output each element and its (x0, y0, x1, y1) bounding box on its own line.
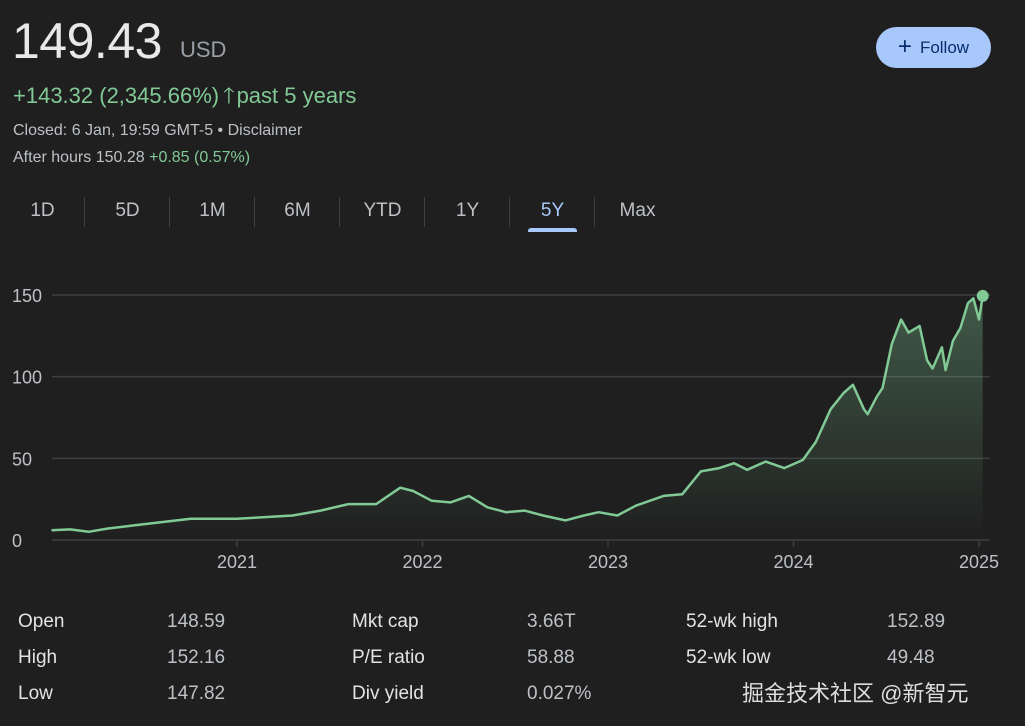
price-change: +143.32 (2,345.66%) 🡑past 5 years (13, 79, 356, 117)
stat-value-mkt-cap: 3.66T (527, 611, 576, 632)
stat-value-52wk-low: 49.48 (887, 647, 935, 668)
x-tick-label: 2025 (959, 552, 999, 572)
change-period: past 5 years (236, 83, 357, 108)
y-tick-label: 150 (12, 286, 42, 306)
stat-label-low: Low (18, 683, 53, 704)
tab-5y-label: 5Y (540, 200, 565, 221)
current-price: 149.43 (12, 13, 162, 69)
arrow-up-icon: 🡑 (223, 83, 235, 108)
price-line (51, 295, 984, 534)
tab-6m[interactable]: 6M (255, 192, 340, 232)
tab-5y[interactable]: 5Y (510, 192, 595, 232)
stat-label-high: High (18, 647, 58, 668)
tab-max[interactable]: Max (619, 200, 656, 221)
x-tick-label: 2021 (217, 552, 257, 572)
price-area (51, 295, 983, 540)
x-tick-label: 2023 (588, 552, 628, 572)
after-hours-change: +0.85 (0.57%) (149, 149, 251, 166)
tab-5d[interactable]: 5D (85, 192, 170, 232)
y-tick-label: 100 (12, 368, 42, 388)
range-tabs: 1D 5D 1M 6M YTD 1Y 5Y Max (0, 192, 680, 232)
stat-label-mkt-cap: Mkt cap (352, 611, 419, 632)
watermark: 掘金技术社区 @新智元 (742, 681, 969, 706)
x-tick-label: 2022 (402, 552, 442, 572)
tab-ytd[interactable]: YTD (340, 192, 425, 232)
last-price-dot (976, 289, 989, 302)
stat-label-52wk-high: 52-wk high (686, 611, 778, 632)
stat-value-open: 148.59 (167, 611, 226, 632)
stat-label-open: Open (18, 611, 65, 632)
y-tick-label: 0 (12, 531, 22, 551)
tab-1y[interactable]: 1Y (425, 192, 510, 232)
follow-label: Follow (919, 37, 970, 57)
after-hours: After hours 150.28 +0.85 (0.57%) (13, 149, 250, 167)
stat-value-high: 152.16 (167, 647, 226, 668)
active-tab-indicator (528, 228, 577, 232)
currency: USD (180, 37, 227, 62)
stat-value-low: 147.82 (167, 683, 226, 704)
tab-1d[interactable]: 1D (0, 192, 85, 232)
stat-label-div-yield: Div yield (352, 683, 424, 704)
change-value: +143.32 (2,345.66%) (13, 83, 220, 108)
price-chart[interactable]: 0 50 100 150 2021 2022 2023 2024 2025 (0, 0, 1025, 600)
after-hours-price: After hours 150.28 (13, 149, 145, 166)
stat-value-pe: 58.88 (527, 647, 575, 668)
stat-value-52wk-high: 152.89 (887, 611, 946, 632)
stat-label-52wk-low: 52-wk low (686, 647, 771, 668)
stat-value-div-yield: 0.027% (527, 683, 592, 704)
tab-1m[interactable]: 1M (170, 192, 255, 232)
stat-label-pe: P/E ratio (352, 647, 425, 668)
plus-icon: + (897, 32, 912, 60)
y-tick-label: 50 (12, 449, 32, 469)
x-tick-label: 2024 (773, 552, 813, 572)
follow-button[interactable]: + Follow (876, 27, 991, 68)
closed-time: Closed: 6 Jan, 19:59 GMT-5 • Disclaimer (13, 122, 303, 139)
